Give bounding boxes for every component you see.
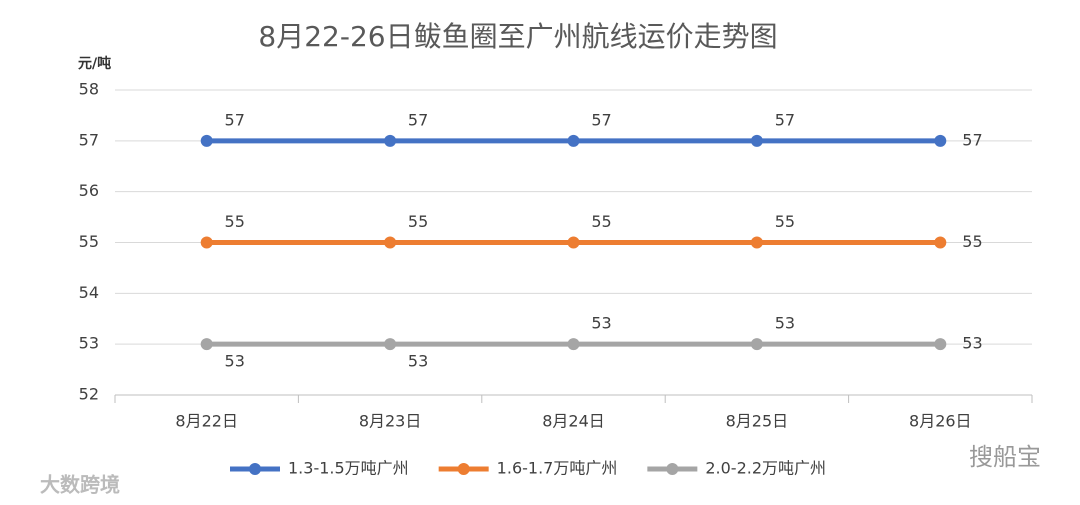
data-label: 53 bbox=[408, 352, 428, 371]
data-label: 53 bbox=[962, 334, 982, 353]
legend-marker bbox=[457, 463, 470, 475]
data-point bbox=[200, 338, 213, 351]
chart-title: 8月22-26日鲅鱼圈至广州航线运价走势图 bbox=[258, 20, 777, 53]
x-tick-label: 8月22日 bbox=[175, 412, 238, 431]
data-point bbox=[934, 338, 947, 351]
data-point bbox=[567, 236, 580, 249]
x-tick-label: 8月26日 bbox=[909, 412, 972, 431]
data-label: 57 bbox=[225, 110, 245, 129]
legend-marker bbox=[666, 463, 679, 475]
data-point bbox=[384, 134, 397, 147]
y-tick-label: 55 bbox=[79, 232, 99, 251]
data-label: 53 bbox=[225, 352, 245, 371]
y-axis-label: 元/吨 bbox=[78, 55, 111, 72]
data-label: 55 bbox=[408, 212, 428, 231]
data-point bbox=[750, 236, 763, 249]
y-tick-label: 58 bbox=[79, 80, 99, 99]
data-label: 53 bbox=[775, 314, 795, 333]
x-tick-label: 8月25日 bbox=[726, 412, 789, 431]
data-point bbox=[567, 134, 580, 147]
data-label: 57 bbox=[962, 130, 982, 149]
x-tick-label: 8月23日 bbox=[359, 412, 422, 431]
data-label: 55 bbox=[775, 212, 795, 231]
data-label: 57 bbox=[591, 110, 611, 129]
y-tick-label: 54 bbox=[79, 283, 99, 302]
data-point bbox=[934, 236, 947, 249]
data-point bbox=[384, 236, 397, 249]
data-label: 57 bbox=[775, 110, 795, 129]
y-tick-label: 53 bbox=[79, 334, 99, 353]
data-point bbox=[750, 134, 763, 147]
y-tick-label: 52 bbox=[79, 385, 99, 404]
data-point bbox=[750, 338, 763, 351]
data-label: 53 bbox=[591, 314, 611, 333]
watermark: 大数跨境 bbox=[40, 473, 120, 497]
legend-label: 1.3-1.5万吨广州 bbox=[288, 459, 409, 478]
data-point bbox=[200, 236, 213, 249]
legend-marker bbox=[249, 463, 261, 475]
y-tick-label: 57 bbox=[79, 130, 99, 149]
legend-label: 1.6-1.7万吨广州 bbox=[497, 459, 618, 478]
data-label: 55 bbox=[591, 212, 611, 231]
data-point bbox=[384, 338, 397, 351]
data-point bbox=[934, 134, 947, 147]
x-tick-label: 8月24日 bbox=[542, 412, 605, 431]
data-label: 55 bbox=[962, 232, 982, 251]
data-label: 57 bbox=[408, 110, 428, 129]
data-point bbox=[200, 134, 213, 147]
legend-label: 2.0-2.2万吨广州 bbox=[705, 459, 826, 478]
data-label: 55 bbox=[225, 212, 245, 231]
y-tick-label: 56 bbox=[79, 181, 99, 200]
data-point bbox=[567, 338, 580, 351]
watermark: 搜船宝 bbox=[969, 443, 1041, 471]
